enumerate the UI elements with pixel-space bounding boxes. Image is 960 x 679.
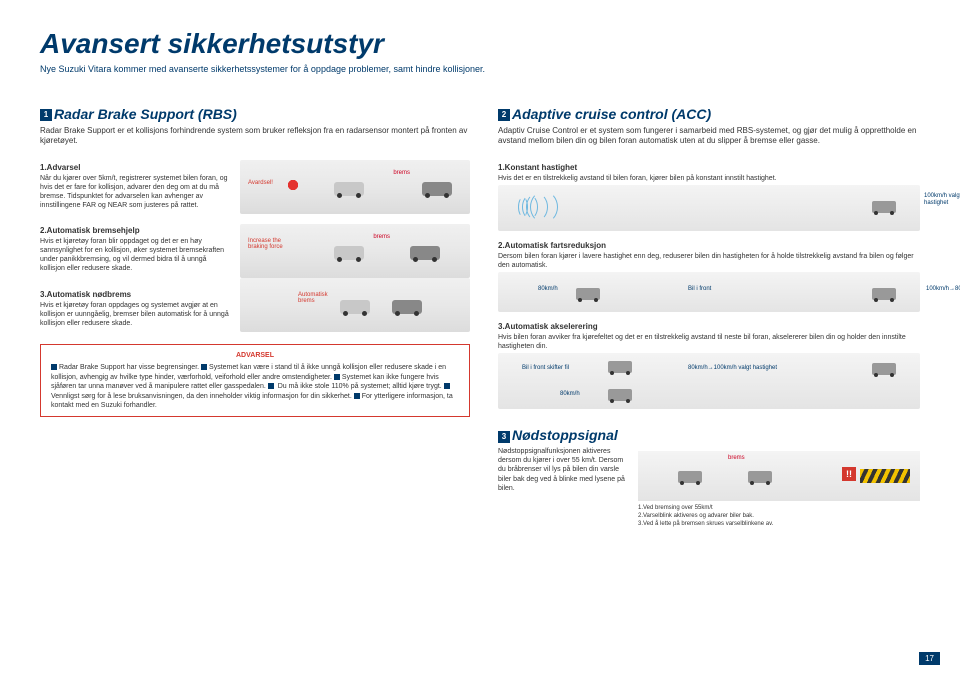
- acc-num: 2: [498, 109, 510, 121]
- square-bullet-icon: [354, 393, 360, 399]
- page-title: Avansert sikkerhetsutstyr: [40, 28, 920, 60]
- acc-column: 1.Konstant hastighet Hvis det er en tils…: [498, 163, 920, 529]
- square-bullet-icon: [334, 374, 340, 380]
- rbs-heading-text: Radar Brake Support (RBS): [54, 106, 237, 122]
- car-icon: [334, 182, 364, 196]
- car-icon: [608, 389, 632, 401]
- acc-3-mid-label: 80km/h→100km/h valgt hastighet: [688, 365, 777, 371]
- acc-1-diagram: 100km/h valgt hastighet: [498, 185, 920, 231]
- acc-3-text: Hvis bilen foran avviker fra kjørefeltet…: [498, 333, 920, 351]
- warning-title: ADVARSEL: [51, 351, 459, 360]
- ess-heading: 3Nødstoppsignal: [498, 427, 920, 443]
- car-icon: [422, 182, 452, 196]
- acc-2-mid-label: Bil i front: [688, 286, 711, 292]
- rbs-item-1: 1.Advarsel Når du kjører over 5km/t, reg…: [40, 163, 470, 214]
- acc-item-3: 3.Automatisk akselerering Hvis bilen for…: [498, 322, 920, 409]
- rbs-1-text: Når du kjører over 5km/t, registrerer sy…: [40, 174, 230, 210]
- square-bullet-icon: [444, 383, 450, 389]
- rbs-3-redlabel: Automatisk brems: [298, 292, 338, 305]
- rbs-item-3: 3.Automatisk nødbrems Hvis et kjøretøy f…: [40, 290, 470, 332]
- acc-2-right-label: 100km/h→80km/h: [926, 286, 960, 293]
- car-icon: [334, 246, 364, 260]
- rbs-heading: 1Radar Brake Support (RBS): [40, 106, 470, 122]
- acc-2-left-label: 80km/h: [538, 286, 558, 292]
- acc-3-diagram: Bil i front skifter fil 80km/h→100km/h v…: [498, 353, 920, 409]
- rbs-3-text: Hvis et kjøretøy foran oppdages og syste…: [40, 301, 230, 328]
- rbs-column: 1.Advarsel Når du kjører over 5km/t, reg…: [40, 163, 470, 529]
- acc-item-2: 2.Automatisk fartsreduksjon Dersom bilen…: [498, 241, 920, 312]
- acc-3-left-label: Bil i front skifter fil: [522, 365, 569, 371]
- rbs-3-diagram: Automatisk brems: [240, 278, 470, 332]
- acc-heading-text: Adaptive cruise control (ACC): [512, 106, 711, 122]
- page-subtitle: Nye Suzuki Vitara kommer med avanserte s…: [40, 64, 920, 74]
- car-icon: [608, 361, 632, 373]
- warning-box: ADVARSEL Radar Brake Support har visse b…: [40, 344, 470, 418]
- main-content: 1.Advarsel Når du kjører over 5km/t, reg…: [40, 163, 920, 529]
- car-icon: [872, 288, 896, 300]
- rbs-2-diagram: Increase the braking force brems: [240, 224, 470, 278]
- car-icon: [576, 288, 600, 300]
- warning-body: Radar Brake Support har visse begrensing…: [51, 363, 459, 410]
- radar-waves-icon: [518, 197, 588, 217]
- rbs-1-diagram: Avardsel! brems: [240, 160, 470, 214]
- square-bullet-icon: [51, 364, 57, 370]
- acc-item-1: 1.Konstant hastighet Hvis det er en tils…: [498, 163, 920, 231]
- acc-2-text: Dersom bilen foran kjører i lavere hasti…: [498, 252, 920, 270]
- car-icon: [678, 471, 702, 483]
- car-icon: [872, 201, 896, 213]
- car-icon: [410, 246, 440, 260]
- acc-1-text: Hvis det er en tilstrekkelig avstand til…: [498, 174, 920, 183]
- acc-heading: 2Adaptive cruise control (ACC): [498, 106, 920, 122]
- rbs-intro: Radar Brake Support er et kollisjons for…: [40, 126, 470, 147]
- rbs-item-2: 2.Automatisk bremsehjelp Hvis et kjøretø…: [40, 226, 470, 277]
- hazard-stripes-icon: [860, 469, 910, 483]
- ess-brems-label: brems: [728, 455, 745, 461]
- square-bullet-icon: [268, 383, 274, 389]
- car-icon: [748, 471, 772, 483]
- speaker-icon: [284, 176, 302, 194]
- rbs-2-text: Hvis et kjøretøy foran blir oppdaget og …: [40, 237, 230, 273]
- rbs-2-redlabel: Increase the braking force: [248, 238, 292, 251]
- top-sections: 1Radar Brake Support (RBS) Radar Brake S…: [40, 106, 920, 163]
- ess-text: Nødstoppsignalfunksjonen aktiveres derso…: [498, 447, 628, 528]
- rbs-2-brems: brems: [373, 234, 390, 240]
- ess-footnotes: 1.Ved bremsing over 55km/t 2.Varselblink…: [638, 505, 920, 528]
- acc-2-title: 2.Automatisk fartsreduksjon: [498, 241, 920, 250]
- page-number: 17: [919, 652, 940, 665]
- acc-intro: Adaptiv Cruise Control er et system som …: [498, 126, 920, 147]
- car-icon: [872, 363, 896, 375]
- acc-3-title: 3.Automatisk akselerering: [498, 322, 920, 331]
- acc-2-diagram: 80km/h Bil i front 100km/h→80km/h: [498, 272, 920, 312]
- rbs-1-redlabel: Avardsel!: [248, 180, 273, 186]
- ess-section: 3Nødstoppsignal Nødstoppsignalfunksjonen…: [498, 427, 920, 528]
- acc-3-bottom-label: 80km/h: [560, 391, 580, 397]
- square-bullet-icon: [201, 364, 207, 370]
- acc-1-speed: 100km/h valgt hastighet: [924, 193, 960, 207]
- car-icon: [392, 300, 422, 314]
- ess-diagram: brems !!: [638, 451, 920, 501]
- exclamation-icon: !!: [842, 467, 856, 481]
- ess-num: 3: [498, 431, 510, 443]
- car-icon: [340, 300, 370, 314]
- acc-1-title: 1.Konstant hastighet: [498, 163, 920, 172]
- rbs-1-brems: brems: [393, 170, 410, 176]
- rbs-num: 1: [40, 109, 52, 121]
- ess-heading-text: Nødstoppsignal: [512, 427, 618, 443]
